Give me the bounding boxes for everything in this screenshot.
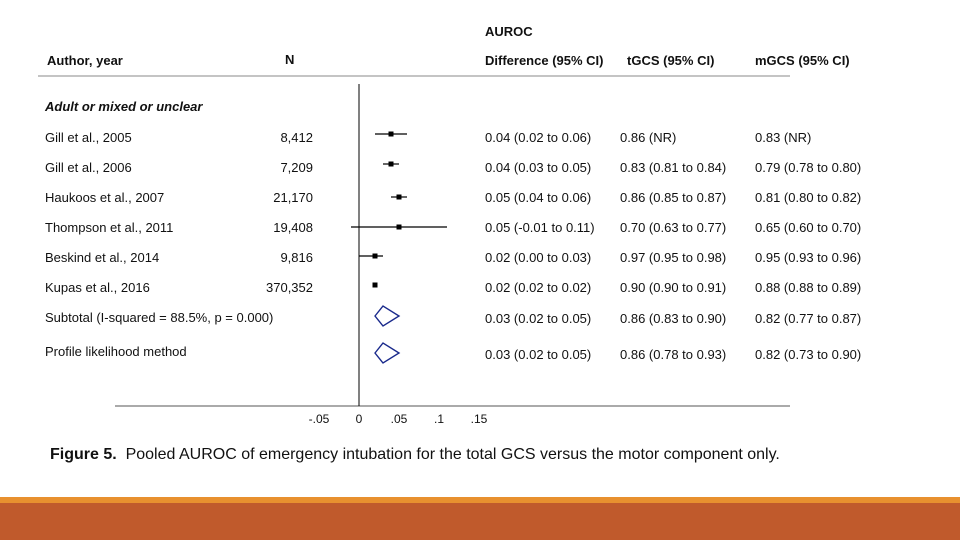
pooled-diamond [374,342,401,364]
n-header: N [285,52,295,67]
difference-header: Difference (95% CI) [485,53,604,68]
author-cell: Beskind et al., 2014 [45,250,160,265]
mgcs-cell: 0.83 (NR) [755,130,812,145]
point-estimate [372,253,378,259]
tgcs-cell: 0.83 (0.81 to 0.84) [620,160,727,175]
mgcs-cell: 0.88 (0.88 to 0.89) [755,280,862,295]
point-estimate [372,282,378,288]
section-label: Adult or mixed or unclear [45,99,203,114]
diff-cell: 0.03 (0.02 to 0.05) [485,347,592,362]
n-cell: 21,170 [273,190,313,205]
author-cell: Kupas et al., 2016 [45,280,150,295]
accent-band [0,497,960,503]
mgcs-cell: 0.79 (0.78 to 0.80) [755,160,862,175]
author-cell: Thompson et al., 2011 [45,220,174,235]
author-cell: Gill et al., 2006 [45,160,132,175]
point-estimate [388,161,394,167]
point-estimate [396,194,402,200]
author-header: Author, year [47,53,123,68]
tgcs-cell: 0.86 (0.85 to 0.87) [620,190,727,205]
n-cell: 370,352 [266,280,313,295]
mgcs-cell: 0.82 (0.73 to 0.90) [755,347,862,362]
n-cell: 19,408 [273,220,313,235]
mgcs-cell: 0.95 (0.93 to 0.96) [755,250,862,265]
summary-label: Profile likelihood method [45,344,187,359]
mgcs-cell: 0.65 (0.60 to 0.70) [755,220,862,235]
point-estimate [388,131,394,137]
x-tick-label: .1 [433,412,444,426]
x-tick-label: .15 [470,412,488,426]
tgcs-cell: 0.86 (0.78 to 0.93) [620,347,727,362]
caption-text: Pooled AUROC of emergency intubation for… [125,446,780,463]
auroc-header: AUROC [485,24,533,39]
pooled-diamond [374,305,401,327]
tgcs-cell: 0.90 (0.90 to 0.91) [620,280,727,295]
diff-cell: 0.02 (0.02 to 0.02) [485,280,592,295]
diff-cell: 0.04 (0.02 to 0.06) [485,130,592,145]
n-cell: 9,816 [280,250,313,265]
caption-label: Figure 5. [50,446,117,463]
tgcs-cell: 0.86 (NR) [620,130,677,145]
x-tick-label: -.05 [308,412,330,426]
author-cell: Gill et al., 2005 [45,130,132,145]
figure-caption: Figure 5. Pooled AUROC of emergency intu… [50,446,780,464]
point-estimate [396,224,402,230]
mgcs-header: mGCS (95% CI) [755,53,850,68]
x-tick-label: 0 [355,412,363,426]
diff-cell: 0.05 (0.04 to 0.06) [485,190,592,205]
mgcs-cell: 0.81 (0.80 to 0.82) [755,190,862,205]
summary-label: Subtotal (I-squared = 88.5%, p = 0.000) [45,310,274,325]
x-tick-label: .05 [390,412,408,426]
footer-band [0,503,960,540]
diff-cell: 0.02 (0.00 to 0.03) [485,250,592,265]
diff-cell: 0.04 (0.03 to 0.05) [485,160,592,175]
author-cell: Haukoos et al., 2007 [45,190,165,205]
diff-cell: 0.03 (0.02 to 0.05) [485,311,592,326]
diff-cell: 0.05 (-0.01 to 0.11) [485,220,595,235]
tgcs-cell: 0.97 (0.95 to 0.98) [620,250,727,265]
tgcs-cell: 0.86 (0.83 to 0.90) [620,311,727,326]
mgcs-cell: 0.82 (0.77 to 0.87) [755,311,862,326]
n-cell: 7,209 [280,160,313,175]
tgcs-header: tGCS (95% CI) [627,53,715,68]
tgcs-cell: 0.70 (0.63 to 0.77) [620,220,727,235]
n-cell: 8,412 [280,130,313,145]
